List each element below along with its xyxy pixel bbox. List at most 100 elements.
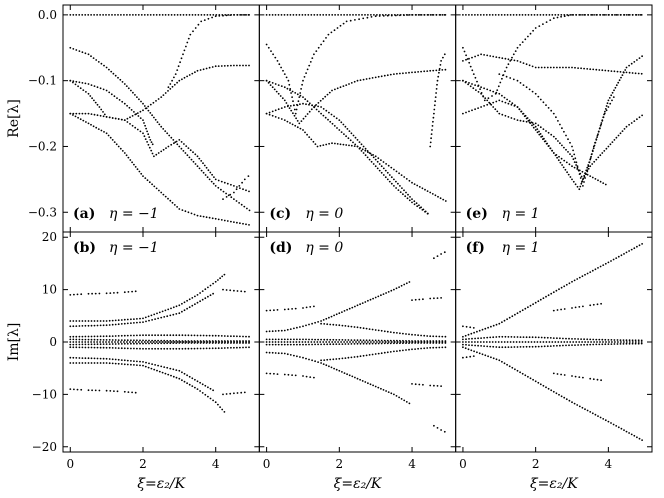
data-point	[616, 339, 619, 341]
data-point	[75, 341, 78, 343]
data-point	[492, 324, 495, 327]
data-point	[310, 14, 313, 16]
data-point	[102, 320, 105, 322]
data-point	[242, 188, 244, 191]
data-point	[527, 375, 529, 378]
data-point	[187, 211, 190, 214]
data-point	[175, 313, 178, 315]
data-point	[504, 70, 506, 73]
data-point	[123, 341, 125, 343]
data-point	[183, 76, 186, 79]
data-point	[585, 173, 588, 176]
data-point	[96, 335, 99, 338]
data-point	[163, 366, 166, 368]
data-point	[400, 174, 403, 177]
data-point	[271, 14, 274, 16]
data-point	[149, 139, 152, 141]
data-point	[278, 63, 281, 66]
data-point	[427, 14, 430, 16]
data-point	[192, 160, 195, 163]
data-point	[437, 75, 440, 78]
data-point	[310, 138, 313, 141]
data-point	[176, 69, 179, 71]
data-point	[355, 14, 357, 16]
data-point	[78, 320, 81, 322]
data-point	[433, 384, 435, 387]
panel-label: (c)	[269, 206, 291, 222]
data-point	[597, 179, 599, 182]
data-point	[200, 160, 203, 162]
data-point	[344, 325, 347, 327]
data-point	[213, 176, 215, 179]
data-point	[267, 82, 270, 84]
data-point	[524, 14, 527, 16]
data-point	[178, 139, 181, 141]
data-point	[79, 87, 82, 90]
data-point	[341, 339, 344, 341]
data-point	[139, 317, 141, 320]
data-point	[172, 340, 175, 342]
data-point	[236, 392, 239, 394]
data-point	[302, 117, 305, 120]
data-point	[625, 341, 628, 343]
data-point	[591, 149, 594, 152]
data-point	[603, 112, 606, 115]
data-point	[145, 339, 147, 342]
series-5	[411, 297, 442, 301]
data-point	[313, 376, 315, 379]
data-point	[230, 335, 232, 338]
data-point	[405, 349, 407, 351]
series-8	[552, 372, 602, 382]
panel-label: (f)	[466, 240, 485, 256]
data-point	[148, 347, 150, 350]
data-point	[81, 82, 84, 84]
data-point	[358, 141, 361, 144]
data-point	[361, 302, 364, 304]
data-point	[484, 327, 487, 330]
data-point	[181, 310, 183, 313]
data-point	[599, 416, 602, 419]
data-point	[368, 342, 371, 345]
data-point	[105, 389, 108, 392]
data-point	[407, 14, 409, 16]
data-point	[376, 14, 378, 16]
data-point	[361, 341, 363, 343]
data-point	[628, 339, 631, 342]
data-point	[540, 336, 543, 339]
data-point	[171, 79, 174, 82]
data-point	[154, 364, 157, 366]
data-point	[274, 109, 277, 112]
data-point	[277, 341, 280, 343]
data-point	[556, 373, 559, 375]
data-point	[369, 298, 372, 301]
data-point	[577, 67, 579, 69]
data-point	[494, 108, 497, 111]
data-point	[308, 323, 310, 326]
data-point	[468, 82, 470, 84]
data-point	[524, 38, 527, 41]
data-point	[200, 20, 203, 23]
data-point	[372, 297, 374, 300]
data-point	[147, 315, 150, 318]
data-point	[359, 79, 362, 81]
data-point	[365, 339, 368, 342]
data-point	[211, 217, 214, 220]
data-point	[202, 162, 204, 165]
data-point	[276, 309, 279, 311]
data-point	[286, 328, 289, 331]
data-point	[239, 64, 241, 67]
data-point	[120, 343, 123, 345]
data-point	[117, 339, 120, 341]
data-point	[84, 335, 87, 338]
data-point	[486, 103, 489, 106]
data-point	[199, 215, 202, 218]
data-point	[154, 118, 157, 121]
data-point	[569, 176, 572, 178]
data-point	[126, 14, 128, 16]
data-point	[265, 14, 268, 16]
data-point	[290, 92, 292, 94]
data-point	[619, 14, 622, 16]
data-point	[374, 155, 377, 158]
data-point	[607, 420, 610, 423]
data-point	[268, 111, 271, 114]
